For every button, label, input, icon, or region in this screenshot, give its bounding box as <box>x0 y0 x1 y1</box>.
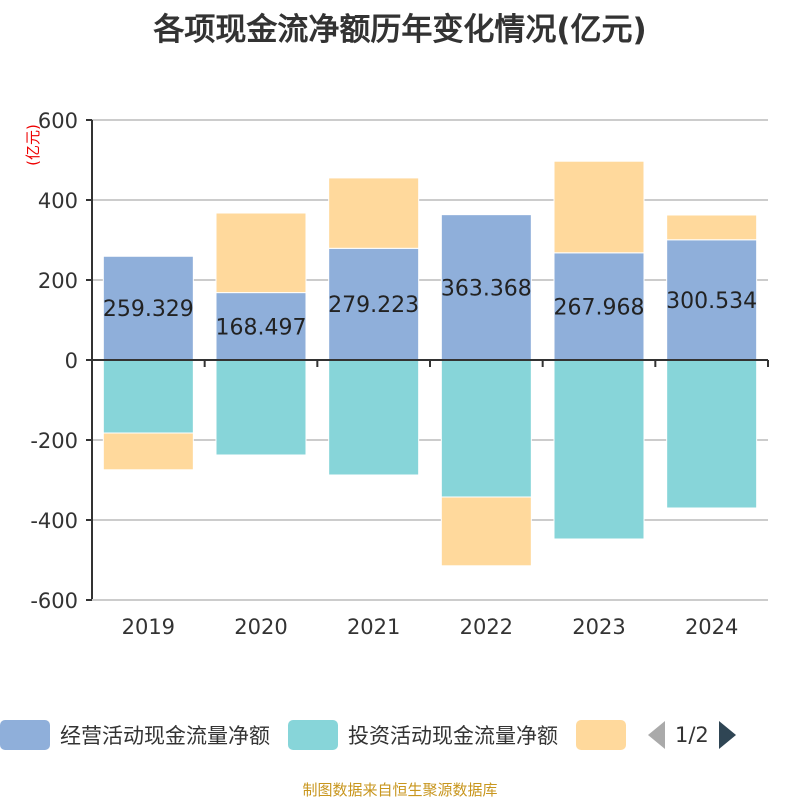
y-tick-label: -200 <box>30 429 78 453</box>
legend-swatch <box>576 720 626 750</box>
x-tick-label: 2024 <box>685 615 738 639</box>
source-note: 制图数据来自恒生聚源数据库 <box>302 781 498 799</box>
legend-item-investing[interactable]: 投资活动现金流量净额 <box>288 720 558 750</box>
bar-2021-series-2 <box>328 177 420 249</box>
y-tick-label: -600 <box>30 589 78 613</box>
bar-2022-series-0 <box>440 214 532 361</box>
x-tick-label: 2020 <box>234 615 287 639</box>
x-tick-label: 2022 <box>460 615 513 639</box>
legend-label: 经营活动现金流量净额 <box>60 724 270 748</box>
bar-2021-series-1 <box>328 359 420 476</box>
prev-page-icon[interactable] <box>648 721 665 749</box>
bar-2023-series-0 <box>553 252 645 361</box>
legend-swatch <box>0 720 50 750</box>
y-tick-label: 600 <box>38 109 78 133</box>
next-page-icon[interactable] <box>718 721 736 749</box>
bar-2022-series-2 <box>440 496 532 567</box>
legend-swatch <box>288 720 338 750</box>
data-label: 279.223 <box>328 293 419 318</box>
y-axis-label: (亿元) <box>24 124 42 166</box>
bar-2019-series-1 <box>102 359 194 434</box>
stacked-bar-chart: 600 400 200 0 -200 -400 -600 (亿元) 259.329 2019 168… <box>24 109 769 639</box>
data-label: 267.968 <box>554 295 645 320</box>
bar-2022-series-1 <box>440 359 532 498</box>
legend-item-third[interactable] <box>576 720 626 750</box>
legend: 经营活动现金流量净额 投资活动现金流量净额 1/2 <box>0 718 736 752</box>
x-tick-label: 2019 <box>122 615 175 639</box>
x-tick-label: 2021 <box>347 615 400 639</box>
bar-2024-series-2 <box>666 214 758 241</box>
bar-2023-series-1 <box>553 359 645 540</box>
legend-page-indicator: 1/2 <box>675 723 709 747</box>
legend-pager: 1/2 <box>648 721 736 749</box>
bar-2019-series-2 <box>102 432 194 471</box>
bar-2020-series-2 <box>215 212 307 294</box>
legend-label: 投资活动现金流量净额 <box>348 724 558 748</box>
bar-2019-series-0 <box>102 255 194 361</box>
data-label: 259.329 <box>103 297 194 322</box>
y-tick-label: 400 <box>38 189 78 213</box>
legend-item-operating[interactable]: 经营活动现金流量净额 <box>0 720 270 750</box>
bar-2024-series-1 <box>666 359 758 509</box>
x-tick-label: 2023 <box>572 615 625 639</box>
chart-title: 各项现金流净额历年变化情况(亿元) <box>153 12 647 48</box>
data-label: 363.368 <box>441 276 532 301</box>
bar-2020-series-1 <box>215 359 307 456</box>
data-label: 300.534 <box>666 289 757 314</box>
data-label: 168.497 <box>216 315 307 340</box>
y-tick-label: 200 <box>38 269 78 293</box>
bar-2023-series-2 <box>553 160 645 254</box>
y-tick-label: 0 <box>65 349 78 373</box>
bar-2024-series-0 <box>666 239 758 361</box>
y-tick-label: -400 <box>30 509 78 533</box>
